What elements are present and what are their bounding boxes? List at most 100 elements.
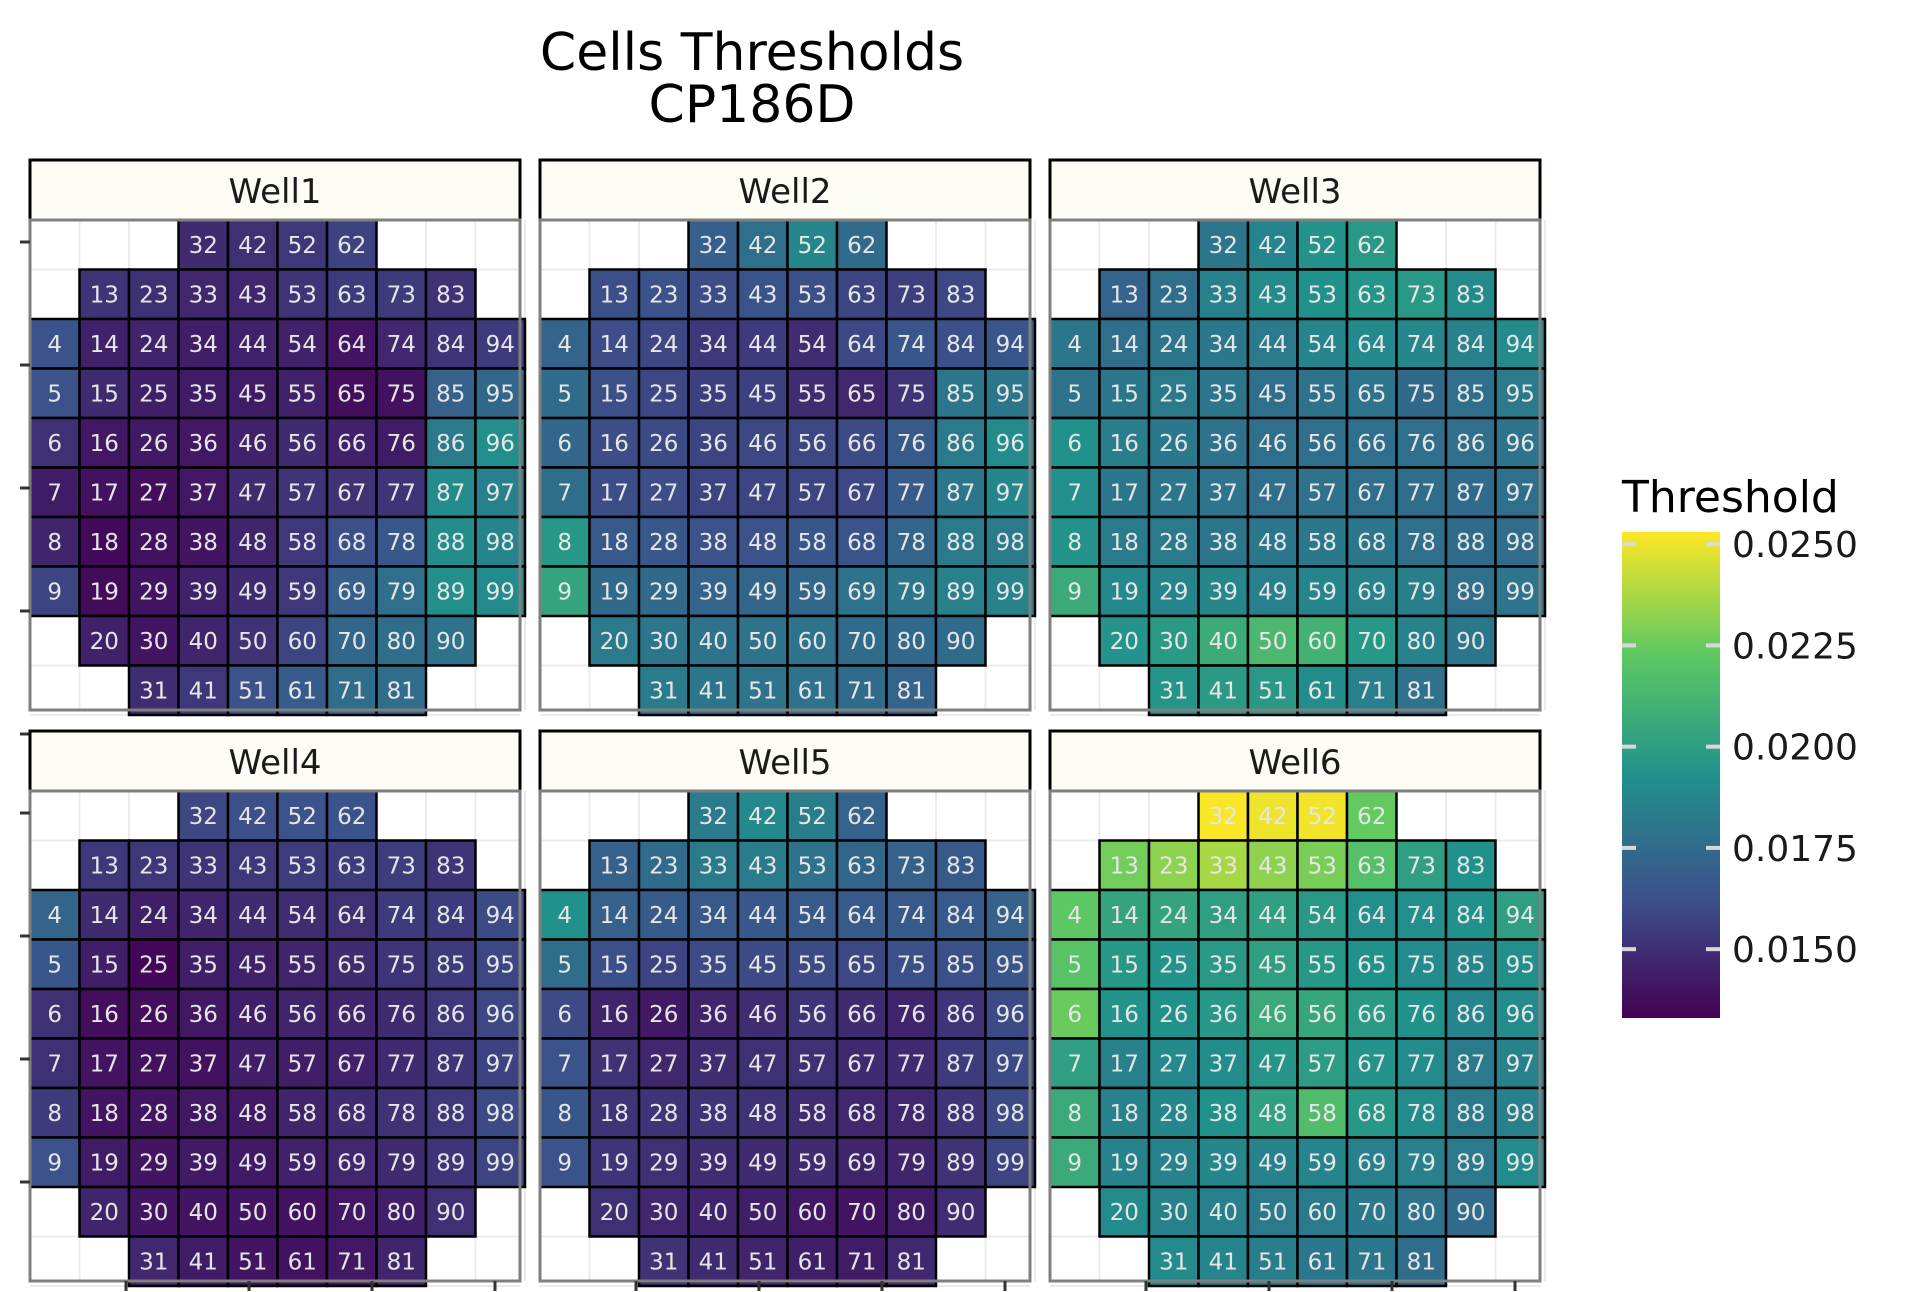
cell-label: 89 xyxy=(436,579,465,605)
heatmap-cell xyxy=(588,1185,641,1238)
heatmap-cell xyxy=(1296,218,1349,271)
heatmap-cell xyxy=(1345,268,1398,321)
cell-label: 86 xyxy=(1456,1002,1485,1028)
cell-label: 74 xyxy=(1407,332,1436,358)
cell-label: 75 xyxy=(897,381,926,407)
cell-label: 70 xyxy=(337,1200,366,1226)
heatmap-cell xyxy=(325,466,378,519)
heatmap-cell xyxy=(984,987,1037,1040)
cell-label: 97 xyxy=(486,1051,515,1077)
heatmap-cell xyxy=(276,1086,329,1139)
cell-label: 42 xyxy=(748,804,777,830)
cell-label: 13 xyxy=(1110,853,1139,879)
cell-label: 86 xyxy=(436,1002,465,1028)
cell-label: 56 xyxy=(1308,431,1337,457)
cell-label: 28 xyxy=(649,530,678,556)
cell-label: 86 xyxy=(946,431,975,457)
cell-label: 61 xyxy=(288,1249,317,1275)
heatmap-cell xyxy=(1048,466,1101,519)
cell-label: 99 xyxy=(486,579,515,605)
heatmap-cell xyxy=(1246,317,1299,370)
heatmap-cell xyxy=(588,987,641,1040)
heatmap-cell xyxy=(1197,565,1250,618)
facet-strip-label: Well2 xyxy=(738,172,831,212)
cell-label: 83 xyxy=(436,853,465,879)
heatmap-cell xyxy=(885,839,938,892)
heatmap-cell xyxy=(1147,1037,1200,1090)
heatmap-cell xyxy=(1296,1136,1349,1189)
cell-label: 20 xyxy=(1110,1200,1139,1226)
cell-label: 81 xyxy=(1407,678,1436,704)
cell-label: 30 xyxy=(649,1200,678,1226)
cell-label: 15 xyxy=(1110,381,1139,407)
cell-label: 49 xyxy=(238,1150,267,1176)
cell-label: 67 xyxy=(1357,480,1386,506)
cell-label: 43 xyxy=(1258,282,1287,308)
cell-label: 88 xyxy=(946,530,975,556)
cell-label: 27 xyxy=(1159,1051,1188,1077)
cell-label: 90 xyxy=(946,629,975,655)
cell-label: 33 xyxy=(699,282,728,308)
cell-label: 87 xyxy=(946,1051,975,1077)
cell-label: 61 xyxy=(288,678,317,704)
heatmap-cell xyxy=(1098,565,1151,618)
heatmap-cell xyxy=(1444,1037,1497,1090)
heatmap-cell xyxy=(736,317,789,370)
cell-label: 80 xyxy=(1407,629,1436,655)
heatmap-cell xyxy=(1395,839,1448,892)
facet-strip xyxy=(28,729,522,793)
cell-label: 60 xyxy=(288,629,317,655)
heatmap-cell xyxy=(474,565,527,618)
cell-label: 87 xyxy=(1456,480,1485,506)
cell-label: 41 xyxy=(699,678,728,704)
cell-label: 78 xyxy=(1407,530,1436,556)
heatmap-cell xyxy=(885,664,938,717)
cell-label: 33 xyxy=(189,853,218,879)
cell-label: 61 xyxy=(798,678,827,704)
cell-label: 84 xyxy=(1456,903,1485,929)
heatmap-cell xyxy=(177,218,230,271)
cell-label: 71 xyxy=(847,1249,876,1275)
heatmap-cell xyxy=(127,938,180,991)
legend-title: Threshold xyxy=(1621,472,1839,523)
cell-label: 70 xyxy=(1357,629,1386,655)
cell-label: 57 xyxy=(1308,480,1337,506)
cell-label: 70 xyxy=(847,1200,876,1226)
heatmap-cell xyxy=(177,839,230,892)
cell-label: 87 xyxy=(1456,1051,1485,1077)
colorbar-tick-label: 0.0225 xyxy=(1732,626,1858,667)
heatmap-cell xyxy=(984,416,1037,469)
heatmap-cell xyxy=(474,367,527,420)
cell-label: 40 xyxy=(189,1200,218,1226)
heatmap-cell xyxy=(1494,888,1547,941)
cell-label: 39 xyxy=(189,579,218,605)
facet-strip-label: Well1 xyxy=(228,172,321,212)
cell-label: 43 xyxy=(1258,853,1287,879)
cell-label: 24 xyxy=(1159,903,1188,929)
cell-label: 89 xyxy=(1456,1150,1485,1176)
heatmap-cell xyxy=(835,1037,888,1090)
cell-label: 70 xyxy=(1357,1200,1386,1226)
heatmap-cell xyxy=(1098,515,1151,568)
cell-label: 97 xyxy=(996,1051,1025,1077)
heatmap-cell xyxy=(375,1235,428,1288)
cell-label: 71 xyxy=(1357,1249,1386,1275)
cell-label: 50 xyxy=(238,629,267,655)
heatmap-cell xyxy=(325,1086,378,1139)
cell-label: 32 xyxy=(189,233,218,259)
cell-label: 88 xyxy=(1456,1101,1485,1127)
cell-label: 96 xyxy=(996,1002,1025,1028)
heatmap-cell xyxy=(424,938,477,991)
heatmap-cell xyxy=(375,317,428,370)
heatmap-cell xyxy=(736,987,789,1040)
cell-label: 77 xyxy=(1407,480,1436,506)
heatmap-cell xyxy=(637,614,690,667)
heatmap-cell xyxy=(375,466,428,519)
cell-label: 41 xyxy=(1209,678,1238,704)
cell-label: 20 xyxy=(600,629,629,655)
cell-label: 64 xyxy=(847,903,876,929)
cell-label: 7 xyxy=(1067,1051,1082,1077)
